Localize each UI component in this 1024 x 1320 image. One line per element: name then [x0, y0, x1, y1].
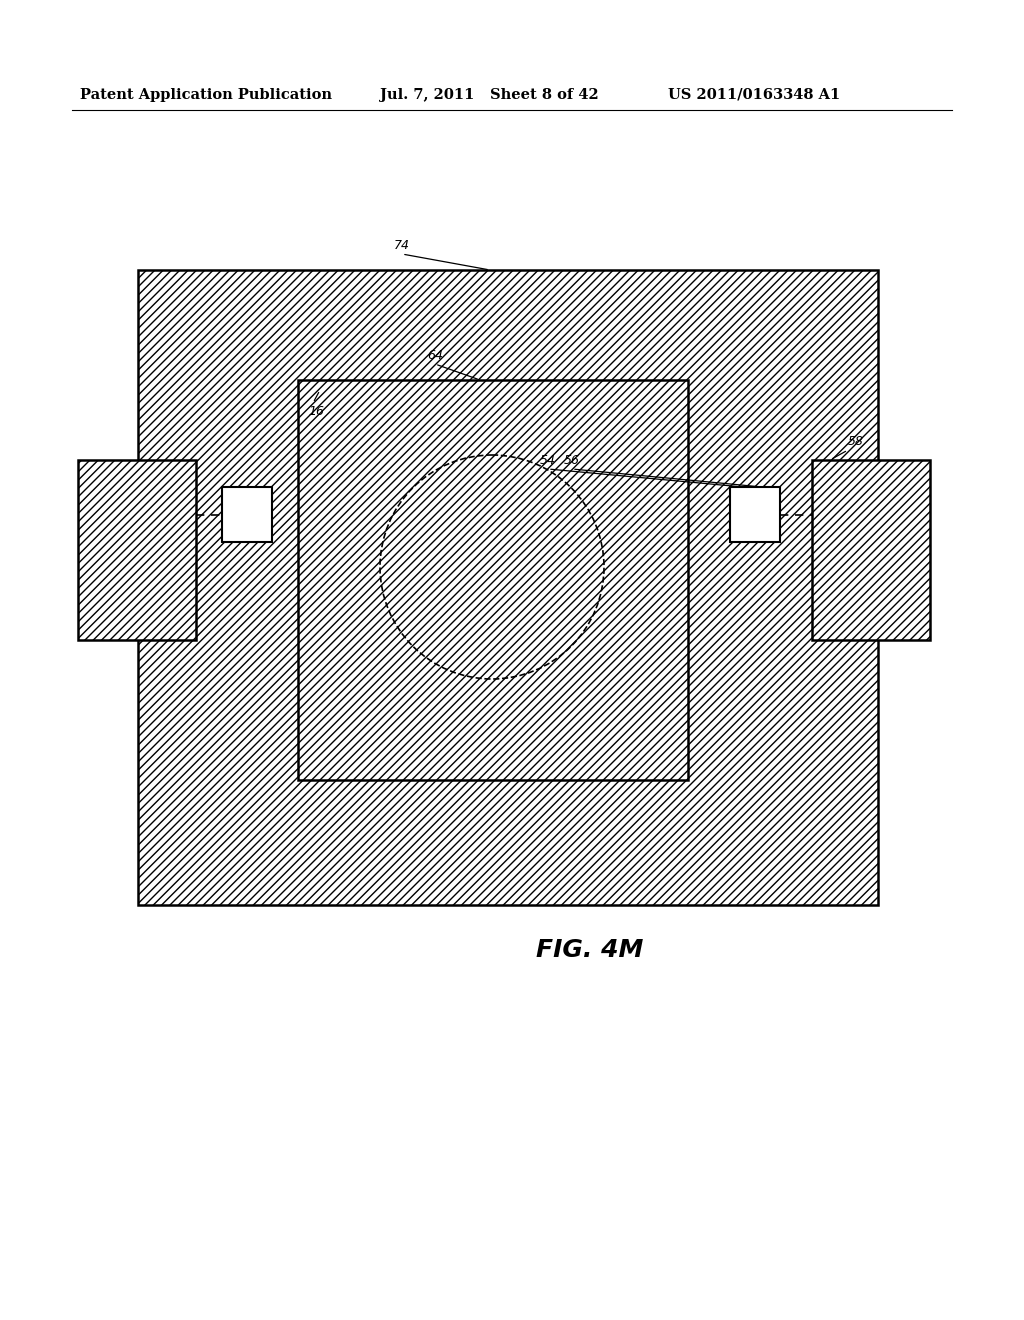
- Bar: [730, 487, 780, 543]
- Text: 56: 56: [564, 454, 580, 467]
- Text: 16: 16: [308, 405, 324, 418]
- Bar: [138, 271, 878, 906]
- Text: Sheet 8 of 42: Sheet 8 of 42: [490, 88, 599, 102]
- Bar: [222, 487, 272, 543]
- Text: Patent Application Publication: Patent Application Publication: [80, 88, 332, 102]
- Bar: [78, 459, 196, 640]
- Text: FIG. 4M: FIG. 4M: [537, 939, 644, 962]
- Text: 58: 58: [848, 436, 864, 447]
- Text: 54: 54: [540, 454, 556, 467]
- Text: 74: 74: [394, 239, 410, 252]
- Text: US 2011/0163348 A1: US 2011/0163348 A1: [668, 88, 841, 102]
- Bar: [812, 459, 930, 640]
- Text: Jul. 7, 2011: Jul. 7, 2011: [380, 88, 474, 102]
- Text: 64: 64: [427, 348, 443, 362]
- Bar: [298, 380, 688, 780]
